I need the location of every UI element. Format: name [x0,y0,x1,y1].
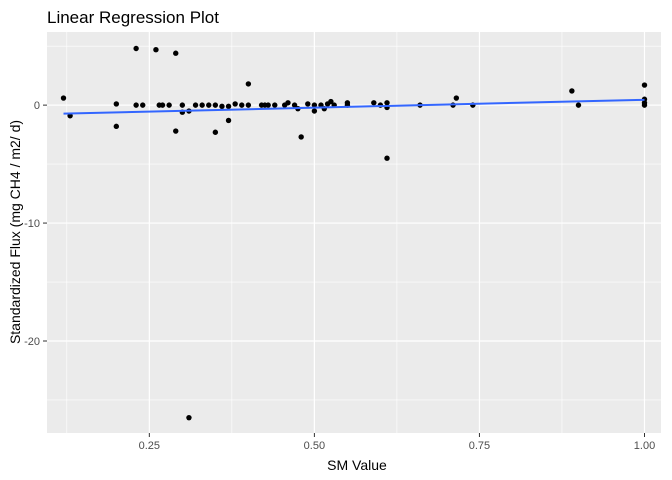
data-point [239,102,245,108]
y-axis-title: Standardized Flux (mg CH4 / m2/ d) [7,120,23,344]
data-point [206,102,212,108]
data-point [453,95,460,101]
data-point [113,123,120,130]
data-point [575,102,582,108]
data-point [384,155,390,161]
x-tick-label: 0.50 [304,440,325,452]
chart-title: Linear Regression Plot [47,8,219,27]
data-point [179,102,186,108]
data-point [311,102,318,108]
data-point [641,102,648,108]
data-point [298,134,304,140]
data-point [60,95,67,101]
data-point [186,414,192,421]
data-point [166,102,172,108]
data-point [371,100,377,106]
data-point [265,102,271,108]
data-point [245,102,252,108]
data-point [641,82,648,88]
data-point [199,102,205,108]
plot-panel [47,32,661,433]
x-axis: 0.25 0.50 0.75 1.00 [139,433,655,452]
data-point [291,102,298,108]
data-point [153,46,159,53]
data-point [569,88,575,94]
data-point [225,117,232,124]
data-point [272,102,278,108]
x-axis-title: SM Value [327,457,387,473]
y-tick-label: -10 [24,218,40,230]
data-point [225,103,232,110]
x-tick-label: 1.00 [634,440,655,452]
data-point [173,50,179,56]
y-axis: -20 -10 0 [24,100,47,348]
data-point [384,100,390,106]
y-tick-label: 0 [34,100,40,112]
data-point [133,45,139,52]
data-point [159,102,166,108]
data-point [305,101,311,107]
data-point [232,101,238,107]
data-point [245,81,252,87]
regression-line [63,98,645,115]
data-point [212,129,219,135]
regression-line-group [63,98,645,115]
data-point [328,98,334,105]
data-point [212,102,219,108]
y-tick-label: -20 [24,336,40,348]
data-point [173,128,179,134]
data-point [133,102,139,108]
data-point [192,102,199,108]
data-point [140,102,146,108]
data-point [311,108,318,114]
x-tick-label: 0.75 [469,440,490,452]
x-tick-label: 0.25 [139,440,160,452]
data-point [113,101,120,107]
data-point [219,103,225,110]
data-point [285,100,291,106]
